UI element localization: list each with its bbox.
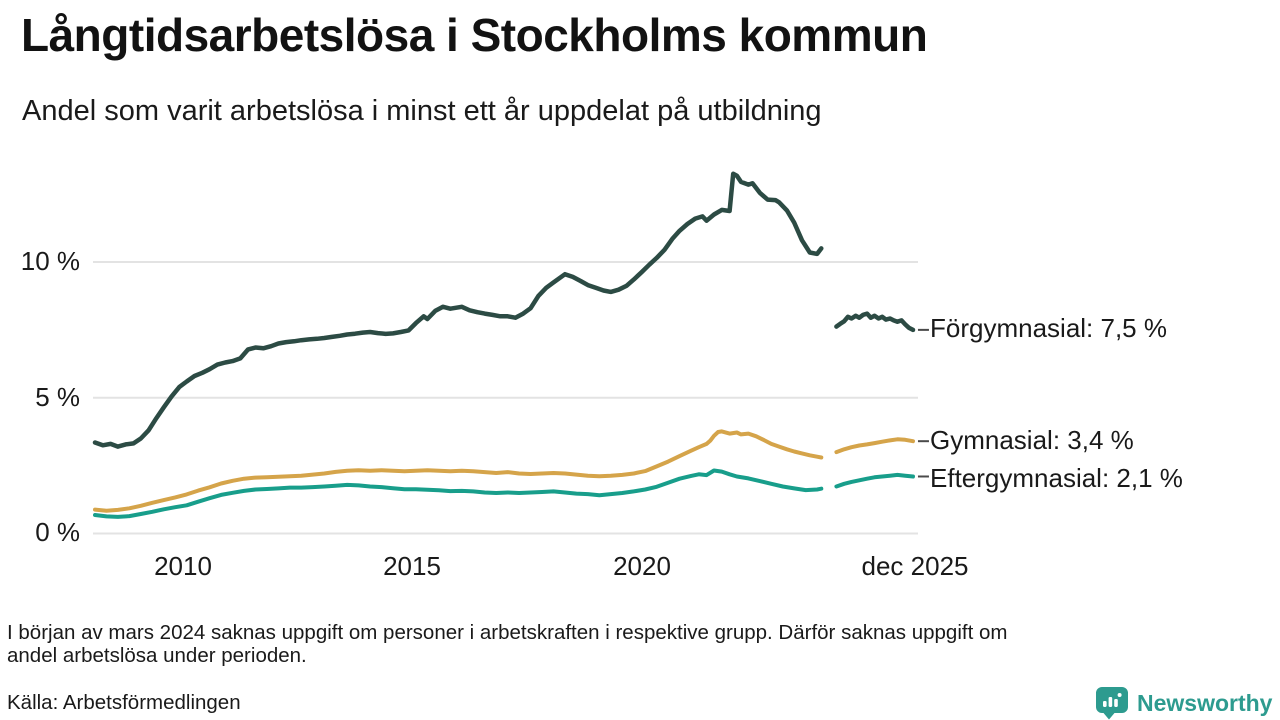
series-label-gymnasial: Gymnasial: 3,4 % [930,425,1134,455]
series-label-eftergymnasial: Eftergymnasial: 2,1 % [930,463,1183,493]
bar-chart-icon [1103,693,1122,707]
source-credit: Källa: Arbetsförmedlingen [7,691,241,714]
series-line-gymnasial-seg1 [93,429,824,513]
series-line-gymnasial-seg2 [834,437,915,455]
chart-footnote: I början av mars 2024 saknas uppgift om … [7,621,1007,667]
footnote-line-1: I början av mars 2024 saknas uppgift om … [7,621,1008,644]
y-axis-tick-10: 10 % [20,246,80,276]
x-axis-tick-2010: 2010 [154,551,212,581]
newsworthy-branding: Newsworthy [1095,686,1272,720]
newsworthy-logo-icon [1096,687,1128,720]
series-line-eftergymnasial-seg2 [834,472,915,489]
page-subtitle: Andel som varit arbetslösa i minst ett å… [22,95,822,127]
series-line-eftergymnasial-seg1 [93,468,824,519]
y-axis-tick-5: 5 % [35,382,80,412]
page-title: Långtidsarbetslösa i Stockholms kommun [21,9,928,61]
x-axis-tick-dec-2025: dec 2025 [861,551,969,581]
series-label-forgymnasial: Förgymnasial: 7,5 % [930,313,1167,343]
series-line-forgymnasial-seg1 [92,171,824,449]
footnote-line-2: andel arbetslösa under perioden. [7,644,307,667]
newsworthy-wordmark: Newsworthy [1137,689,1273,716]
x-axis-tick-2020: 2020 [613,551,671,581]
x-axis-tick-2015: 2015 [383,551,441,581]
y-axis-tick-0: 0 % [35,517,80,547]
series-line-forgymnasial-seg2 [834,311,916,333]
